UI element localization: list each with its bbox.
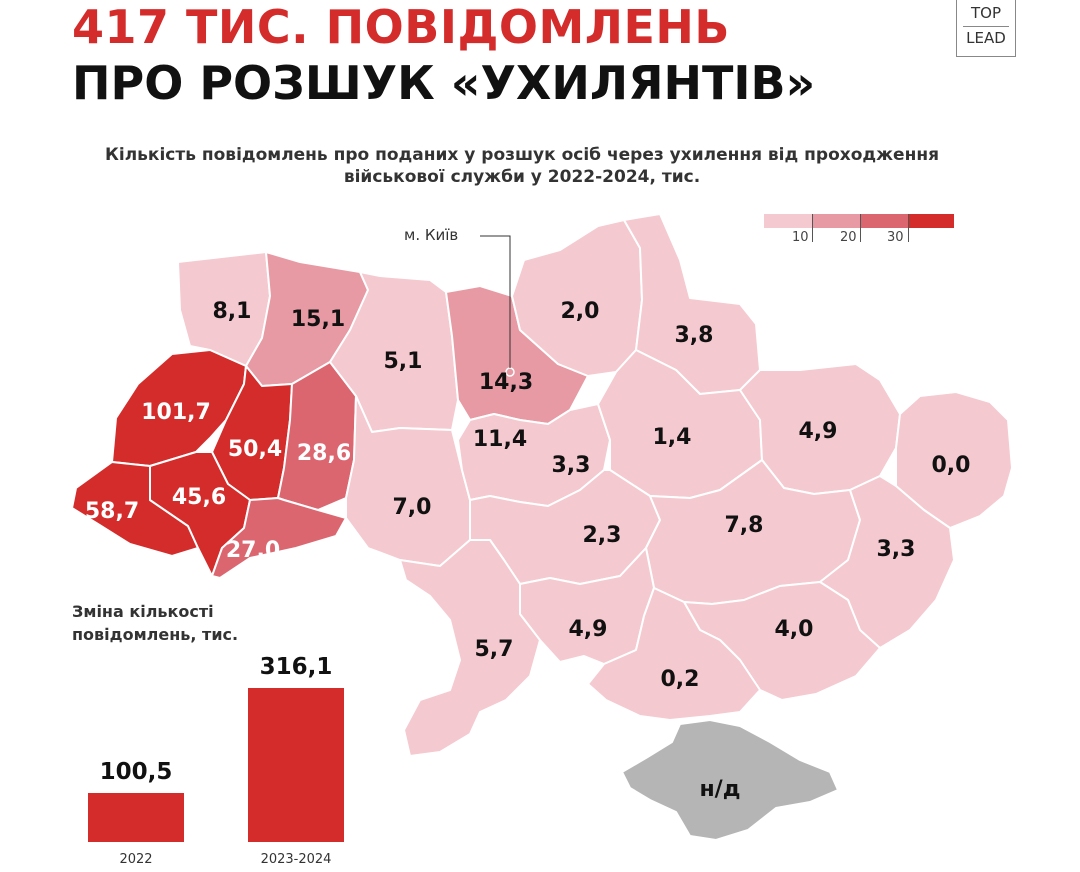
region-label: 1,4 (653, 425, 692, 450)
legend-label-30: 30 (887, 230, 904, 245)
region-label: 5,1 (384, 349, 423, 374)
region-label: 58,7 (85, 499, 139, 524)
bar-value-label: 100,5 (99, 759, 173, 785)
legend-tick-2 (860, 214, 861, 242)
region-label: 3,3 (552, 453, 591, 478)
region-label: 0,2 (661, 667, 700, 692)
region-label: 2,3 (583, 523, 622, 548)
bar-category-label: 2023-2024 (260, 852, 332, 867)
legend-swatch-2 (812, 214, 860, 228)
legend-swatch-1 (764, 214, 812, 228)
region-label: 7,0 (393, 495, 432, 520)
region-label: 11,4 (473, 427, 527, 452)
region-label: 3,3 (877, 537, 916, 562)
region-label: 4,9 (799, 419, 838, 444)
region-kherson (587, 587, 761, 721)
bar-2023-2024 (248, 688, 344, 842)
title-line-1: 417 ТИС. ПОВІДОМЛЕНЬ (72, 0, 730, 54)
kyiv-label: м. Київ (404, 226, 459, 244)
region-label: 15,1 (291, 307, 345, 332)
subtitle-line-2: військової служби у 2022-2024, тис. (343, 167, 701, 187)
legend-tick-3 (908, 214, 909, 242)
region-label: 50,4 (228, 437, 282, 462)
legend-label-20: 20 (840, 230, 857, 245)
region-label: 2,0 (561, 299, 600, 324)
legend-label-10: 10 (792, 230, 809, 245)
logo-bottom-text: LEAD (966, 29, 1006, 47)
logo-divider (963, 26, 1009, 27)
subtitle-line-1: Кількість повідомлень про поданих у розш… (105, 145, 939, 165)
region-label: 4,0 (775, 617, 814, 642)
region-lviv (111, 349, 247, 467)
title-line-2: ПРО РОЗШУК «УХИЛЯНТІВ» (72, 56, 816, 110)
region-odesa (399, 539, 541, 757)
region-label: 45,6 (172, 485, 226, 510)
legend-swatch-4 (908, 214, 954, 228)
bar-2022 (88, 793, 184, 842)
region-label: 27,0 (226, 538, 280, 563)
region-label: 8,1 (213, 299, 252, 324)
region-label: 5,7 (475, 637, 514, 662)
bar-chart-title: Зміна кількості повідомлень, тис. (72, 602, 239, 644)
region-label: 14,3 (479, 370, 533, 395)
legend-tick-1 (812, 214, 813, 242)
legend-swatch-3 (860, 214, 908, 228)
logo-top-text: TOP (970, 4, 1001, 22)
bar-category-label: 2022 (119, 852, 153, 867)
subtitle: Кількість повідомлень про поданих у розш… (72, 144, 972, 188)
region-crimea (621, 719, 839, 841)
bar-value-label: 316,1 (259, 654, 333, 680)
kyiv-leader-line (480, 235, 511, 368)
region-label: 7,8 (725, 513, 764, 538)
region-label: 28,6 (297, 441, 351, 466)
region-label: 0,0 (932, 453, 971, 478)
toplead-logo: TOP LEAD (956, 0, 1016, 57)
region-label: 101,7 (141, 400, 211, 425)
region-chernivtsi (211, 497, 347, 579)
region-donetsk (819, 475, 955, 649)
region-label: 3,8 (675, 323, 714, 348)
region-label: 4,9 (569, 617, 608, 642)
region-label: н/д (699, 777, 740, 802)
